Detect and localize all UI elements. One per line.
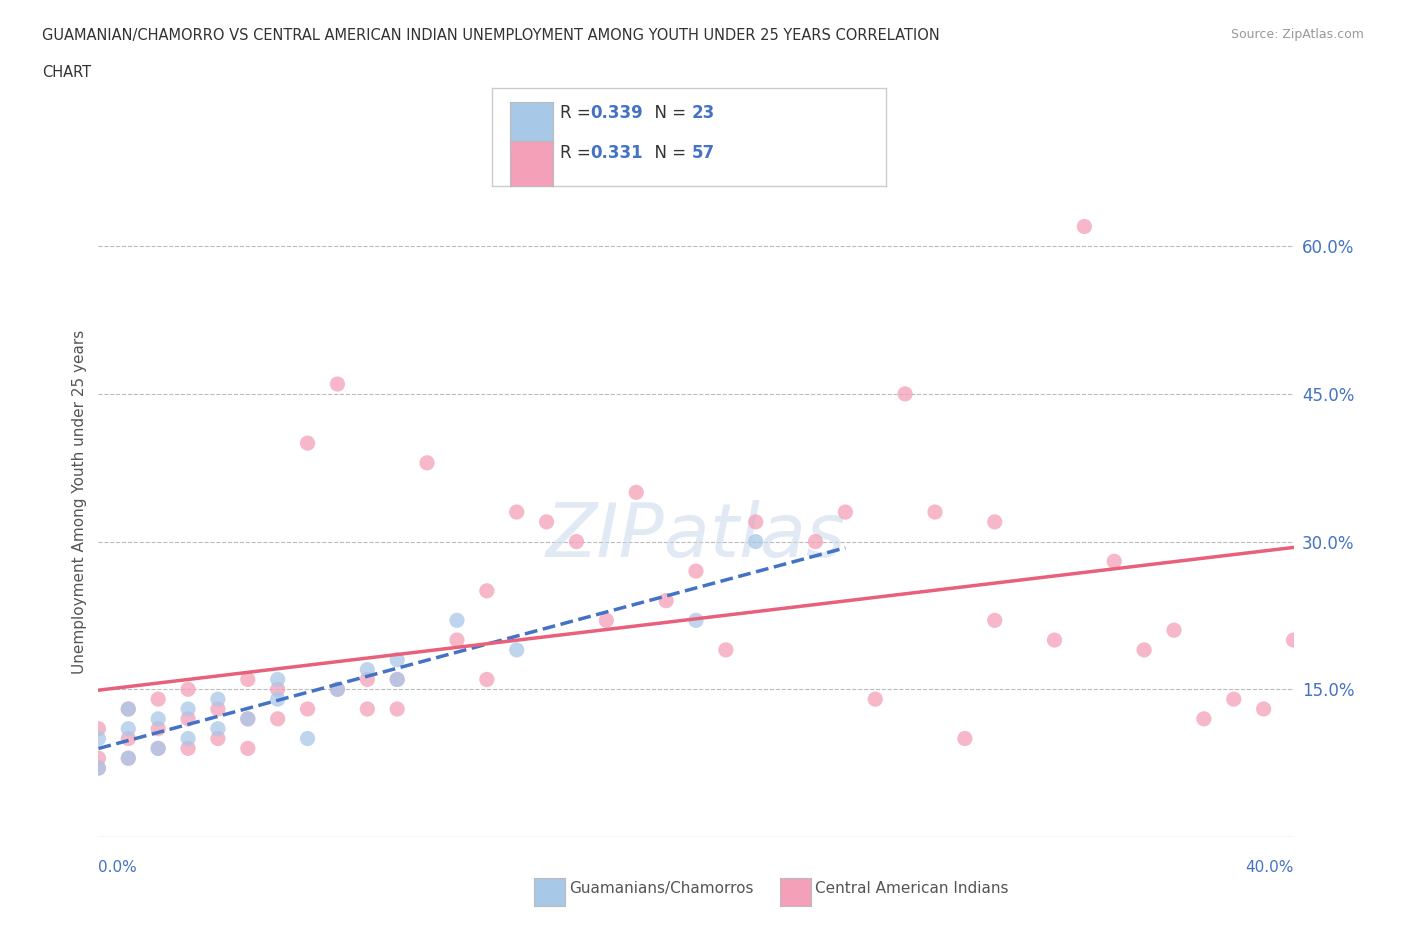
Point	[177, 682, 200, 697]
Point	[1104, 554, 1126, 569]
Point	[326, 682, 349, 697]
Point	[267, 672, 290, 687]
Point	[984, 613, 1007, 628]
Point	[236, 711, 259, 726]
Point	[297, 731, 319, 746]
Point	[1223, 692, 1246, 707]
Text: N =: N =	[644, 144, 692, 163]
Point	[385, 701, 409, 716]
Point	[356, 672, 378, 687]
Point	[117, 701, 139, 716]
Point	[236, 741, 259, 756]
Point	[117, 731, 139, 746]
Point	[655, 593, 678, 608]
Point	[506, 643, 529, 658]
Point	[1163, 623, 1185, 638]
Point	[177, 701, 200, 716]
Point	[267, 692, 290, 707]
Point	[148, 741, 170, 756]
Point	[1133, 643, 1156, 658]
Point	[714, 643, 737, 658]
Point	[536, 514, 558, 529]
Point	[236, 711, 259, 726]
Point	[177, 731, 200, 746]
Point	[207, 722, 229, 737]
Point	[385, 672, 409, 687]
Point	[385, 652, 409, 667]
Point	[953, 731, 976, 746]
Y-axis label: Unemployment Among Youth under 25 years: Unemployment Among Youth under 25 years	[72, 330, 87, 674]
Point	[326, 377, 349, 392]
Point	[87, 722, 110, 737]
Point	[924, 505, 946, 520]
Point	[745, 514, 768, 529]
Text: R =: R =	[560, 144, 596, 163]
Point	[385, 672, 409, 687]
Point	[207, 701, 229, 716]
Point	[475, 672, 498, 687]
Text: 57: 57	[692, 144, 714, 163]
Point	[297, 701, 319, 716]
Text: Guamanians/Chamorros: Guamanians/Chamorros	[569, 881, 754, 896]
Point	[87, 761, 110, 776]
Point	[148, 741, 170, 756]
Text: 40.0%: 40.0%	[1246, 860, 1294, 875]
Point	[267, 711, 290, 726]
Text: ZIPatlas: ZIPatlas	[546, 499, 846, 572]
Point	[117, 701, 139, 716]
Text: R =: R =	[560, 104, 596, 123]
Point	[506, 505, 529, 520]
Point	[117, 751, 139, 765]
Point	[1073, 219, 1095, 234]
Point	[177, 741, 200, 756]
Point	[745, 534, 768, 549]
Point	[565, 534, 588, 549]
Text: 0.0%: 0.0%	[98, 860, 138, 875]
Point	[356, 662, 378, 677]
Point	[984, 514, 1007, 529]
Point	[87, 731, 110, 746]
Text: 23: 23	[692, 104, 716, 123]
Point	[1192, 711, 1215, 726]
Point	[865, 692, 887, 707]
Point	[148, 722, 170, 737]
Point	[804, 534, 827, 549]
Text: 0.339: 0.339	[591, 104, 644, 123]
Point	[416, 456, 439, 471]
Point	[267, 682, 290, 697]
Point	[117, 751, 139, 765]
Point	[475, 583, 498, 598]
Point	[595, 613, 617, 628]
Point	[894, 387, 917, 402]
Point	[685, 613, 707, 628]
Text: CHART: CHART	[42, 65, 91, 80]
Point	[685, 564, 707, 578]
Point	[87, 761, 110, 776]
Text: 0.331: 0.331	[591, 144, 643, 163]
Point	[1253, 701, 1275, 716]
Point	[117, 722, 139, 737]
Point	[446, 613, 468, 628]
Point	[236, 672, 259, 687]
Point	[1043, 632, 1066, 647]
Point	[446, 632, 468, 647]
Point	[326, 682, 349, 697]
Point	[626, 485, 648, 499]
Text: Source: ZipAtlas.com: Source: ZipAtlas.com	[1230, 28, 1364, 41]
Point	[356, 701, 378, 716]
Point	[87, 751, 110, 765]
Point	[834, 505, 856, 520]
Text: GUAMANIAN/CHAMORRO VS CENTRAL AMERICAN INDIAN UNEMPLOYMENT AMONG YOUTH UNDER 25 : GUAMANIAN/CHAMORRO VS CENTRAL AMERICAN I…	[42, 28, 941, 43]
Point	[207, 731, 229, 746]
Text: N =: N =	[644, 104, 692, 123]
Point	[297, 435, 319, 450]
Point	[177, 711, 200, 726]
Text: Central American Indians: Central American Indians	[815, 881, 1010, 896]
Point	[1282, 632, 1305, 647]
Point	[148, 692, 170, 707]
Point	[148, 711, 170, 726]
Point	[207, 692, 229, 707]
